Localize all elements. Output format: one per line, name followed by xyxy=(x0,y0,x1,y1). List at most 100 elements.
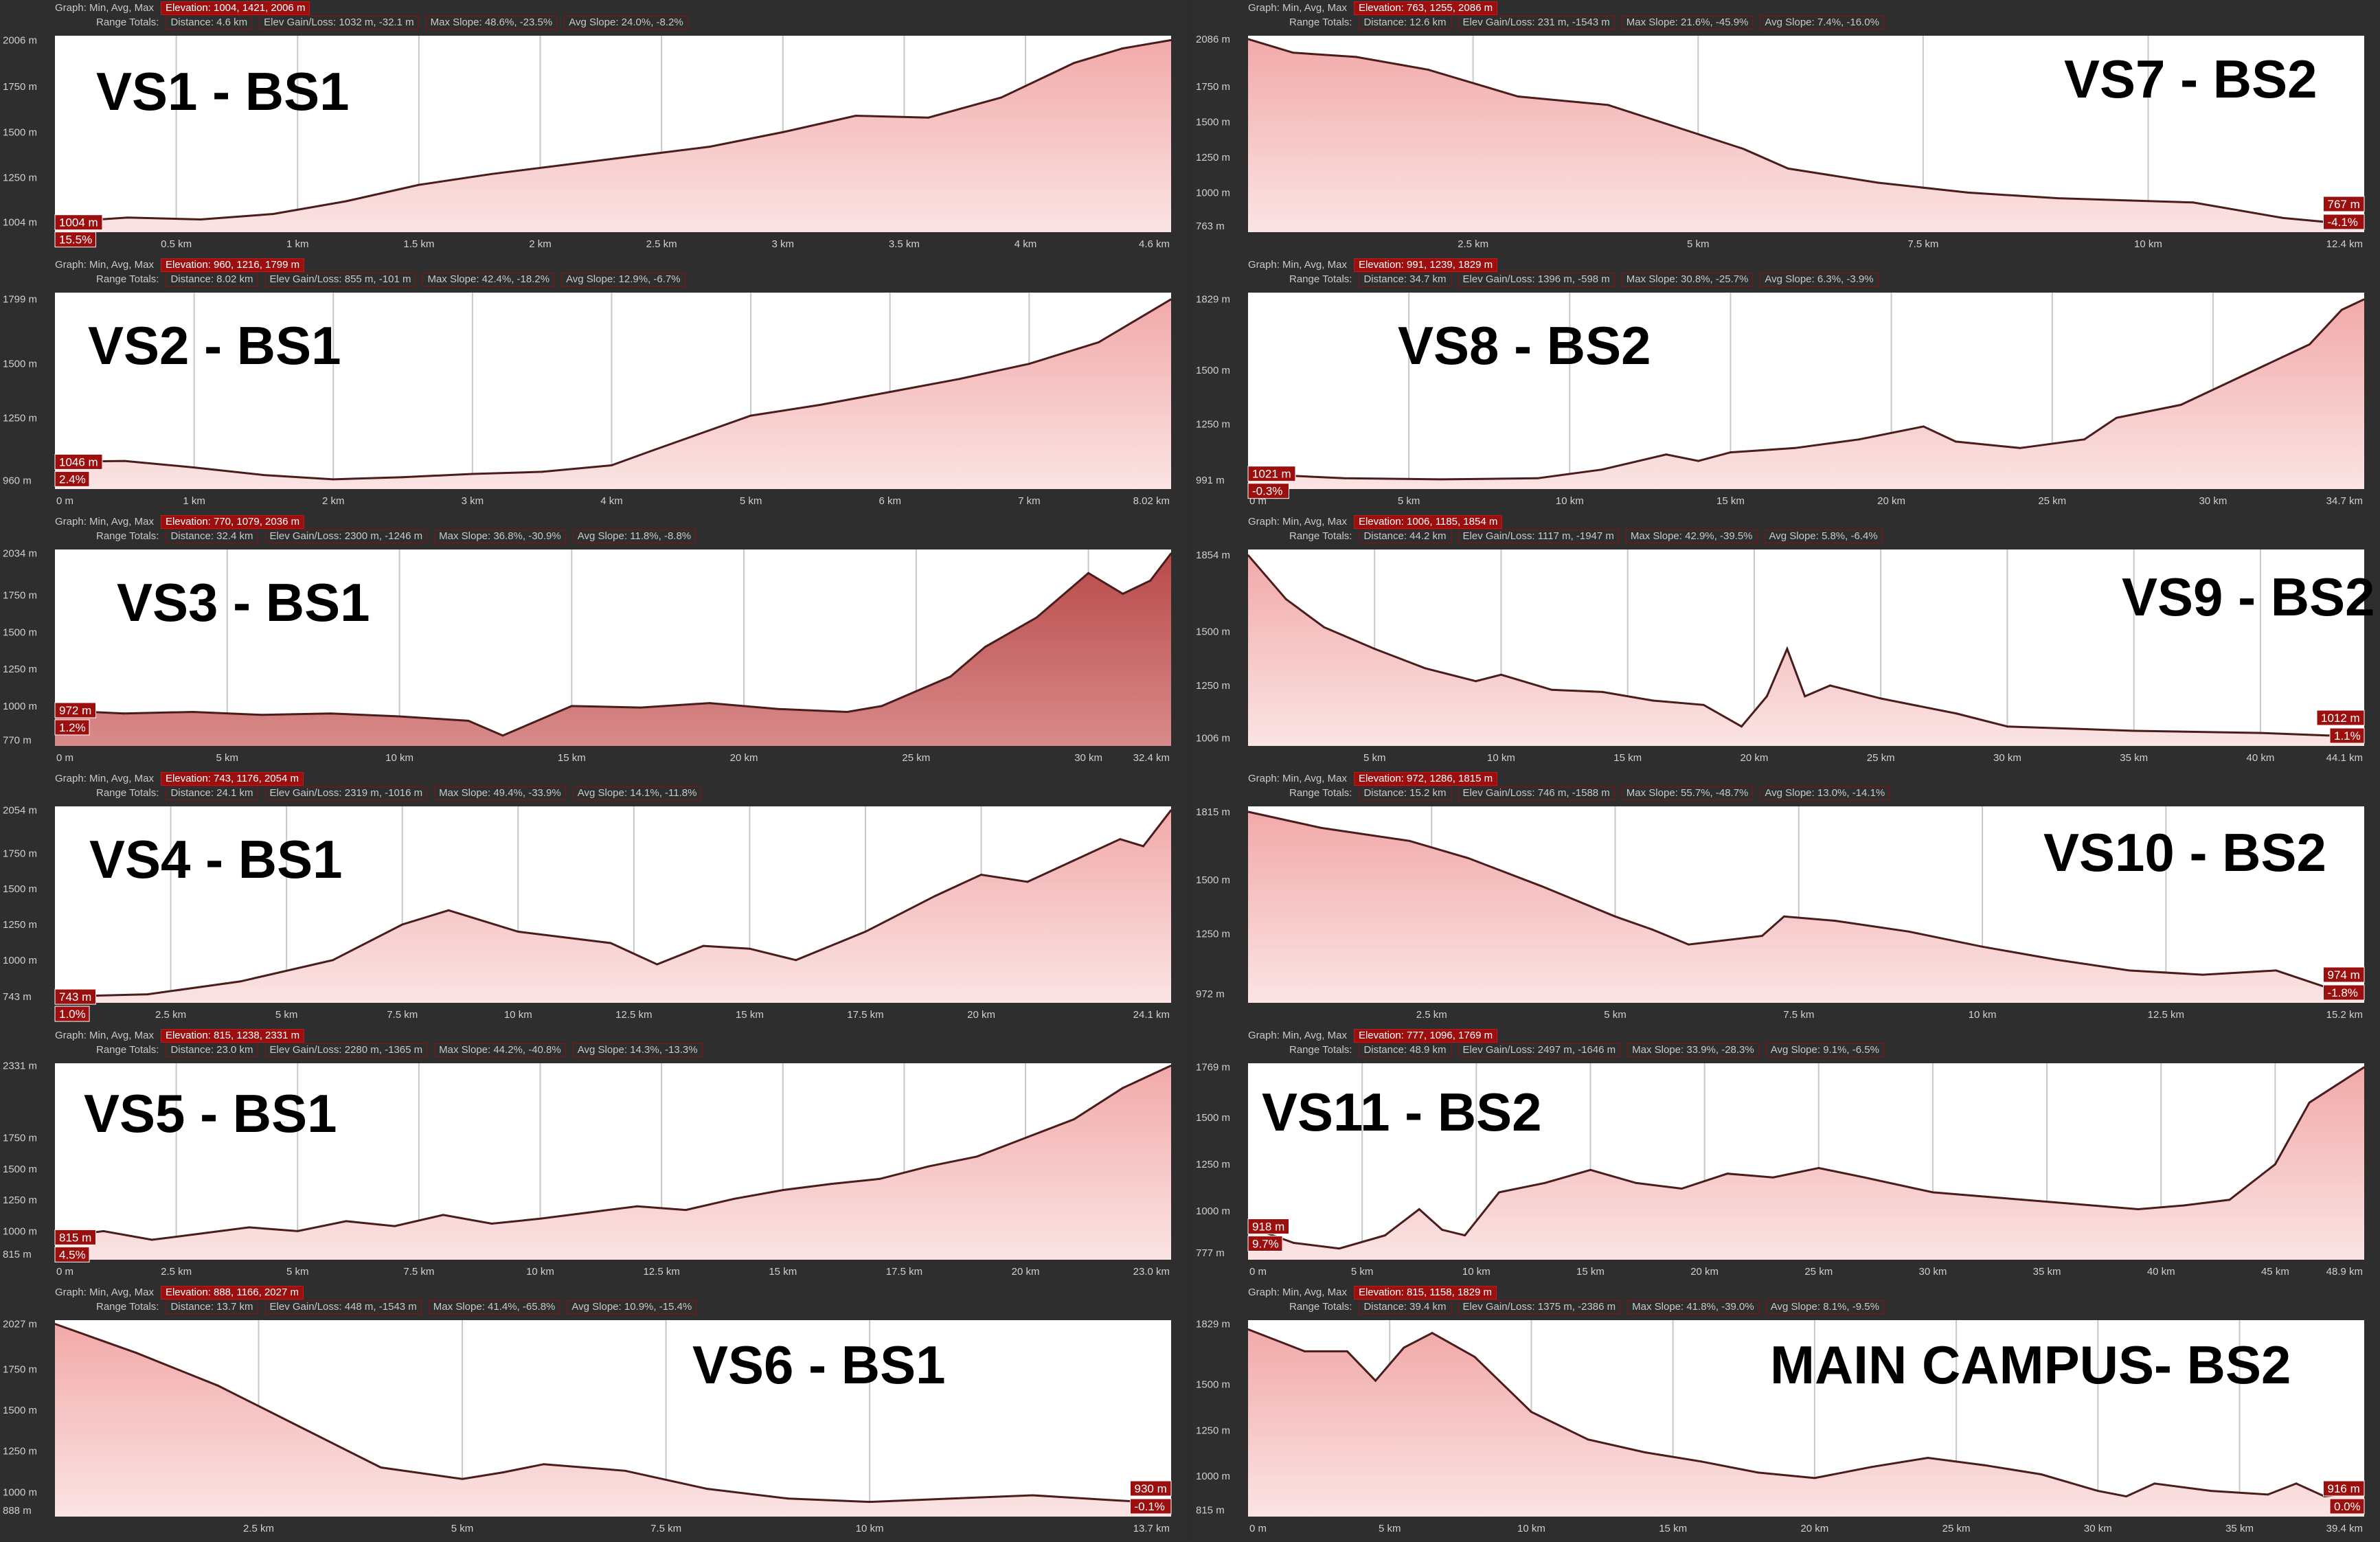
elevation-point xyxy=(1000,96,1003,99)
y-tick-label: 1769 m xyxy=(1196,1062,1230,1074)
elevation-point xyxy=(402,476,405,479)
graph-mode-label: Graph: Min, Avg, Max xyxy=(55,1286,154,1298)
distance-stat: Distance: 32.4 km xyxy=(166,530,258,543)
range-totals-label: Range Totals: xyxy=(96,787,159,799)
end-elevation-badge-box xyxy=(2323,196,2365,212)
elevation-point xyxy=(1284,598,1287,600)
x-tick-label: 25 km xyxy=(2038,495,2066,507)
end-elevation-badge: 930 m xyxy=(1135,1482,1167,1495)
x-tick-label: 2.5 km xyxy=(1416,1009,1447,1021)
x-tick-label: 35 km xyxy=(2225,1523,2254,1534)
y-tick-label: 1250 m xyxy=(3,919,37,931)
elevation-point xyxy=(1931,1191,1934,1194)
elevation-point xyxy=(1403,1346,1405,1349)
elevation-line xyxy=(54,809,1172,998)
y-tick-label: 1500 m xyxy=(3,126,37,138)
elevation-point xyxy=(1098,341,1100,343)
elevation-point xyxy=(123,460,126,462)
header-line-graph: Graph: Min, Avg, Max Elevation: 960, 1216… xyxy=(55,258,311,272)
max-slope-stat: Max Slope: 41.4%, -65.8% xyxy=(428,1300,560,1314)
range-totals-label: Range Totals: xyxy=(1289,1301,1352,1313)
chart-title: MAIN CAMPUS- BS2 xyxy=(1770,1335,2291,1395)
elevation-point xyxy=(1475,680,1477,683)
elev-gain-loss-stat: Elev Gain/Loss: 1032 m, -32.1 m xyxy=(259,16,419,30)
elevation-area xyxy=(55,1324,1171,1517)
elevation-point xyxy=(881,705,883,707)
elevation-point xyxy=(787,1497,790,1500)
elevation-panel-main: Graph: Min, Avg, Max Elevation: 815, 1158… xyxy=(1193,1284,2380,1541)
x-tick-label: 10 km xyxy=(1462,1266,1491,1278)
elevation-point xyxy=(2282,216,2285,219)
elevation-point xyxy=(1170,552,1172,555)
elevation-point xyxy=(122,712,125,715)
elevation-point xyxy=(2275,969,2278,972)
elevation-area xyxy=(1248,811,2364,1003)
elevation-point xyxy=(2115,416,2118,419)
elevation-point xyxy=(2083,438,2086,441)
elevation-point xyxy=(1742,148,1745,150)
start-elevation-badge-box xyxy=(54,453,103,470)
chart-title: VS8 - BS2 xyxy=(1398,315,1651,376)
x-tick-label: 3 km xyxy=(772,238,795,250)
end-elevation-badge: 916 m xyxy=(2328,1482,2360,1495)
elevation-point xyxy=(1829,684,1832,687)
y-tick-label: 1500 m xyxy=(1196,1112,1230,1124)
elevation-point xyxy=(447,909,450,911)
max-slope-stat: Max Slope: 44.2%, -40.8% xyxy=(434,1043,566,1057)
start-elevation-badge: 1004 m xyxy=(59,216,98,229)
y-tick-label: 2027 m xyxy=(3,1318,37,1330)
elevation-point xyxy=(1760,935,1763,938)
elevation-panel-vs8: Graph: Min, Avg, Max Elevation: 991, 1239… xyxy=(1193,257,2380,514)
y-tick-label: 1250 m xyxy=(1196,1159,1230,1170)
elevation-point xyxy=(1247,554,1249,556)
elevation-point xyxy=(1907,930,1910,933)
graph-mode-label: Graph: Min, Avg, Max xyxy=(1248,2,1347,14)
end-grade-badge: 0.0% xyxy=(2334,1500,2361,1513)
end-elevation-badge-box xyxy=(2316,710,2365,726)
panel-header: Graph: Min, Avg, Max Elevation: 815, 1158… xyxy=(1193,1284,2380,1315)
elevation-point xyxy=(563,163,566,166)
panel-header: Graph: Min, Avg, Max Elevation: 960, 1216… xyxy=(0,257,1187,287)
elevation-point xyxy=(150,1238,153,1241)
x-tick-label: 15.2 km xyxy=(2326,1009,2363,1021)
elevation-point xyxy=(2179,403,2182,406)
y-tick-label: 1500 m xyxy=(3,626,37,638)
elevation-point xyxy=(1440,1228,1443,1231)
elevation-point xyxy=(1981,945,1984,948)
elevation-point xyxy=(298,1425,301,1428)
elevation-point xyxy=(639,706,642,709)
end-elevation-badge-box xyxy=(2323,1480,2365,1497)
elevation-point xyxy=(2096,1490,2099,1493)
start-grade-badge-box xyxy=(54,231,96,248)
elevation-point xyxy=(1834,920,1837,922)
elevation-point xyxy=(984,646,986,648)
range-totals-label: Range Totals: xyxy=(1289,16,1352,28)
x-tick-label: 12.4 km xyxy=(2326,238,2363,250)
elevation-point xyxy=(1374,1379,1377,1382)
range-totals-label: Range Totals: xyxy=(96,1044,159,1056)
elevation-line xyxy=(1247,298,2365,481)
elevation-point xyxy=(1587,1438,1589,1441)
elevation-point xyxy=(980,873,983,876)
elevation-point xyxy=(1680,1187,1683,1190)
header-line-totals: Range Totals: Distance: 4.6 km Elev Gain/L… xyxy=(96,16,695,30)
end-grade-badge: 1.1% xyxy=(2334,729,2361,742)
x-tick-label: 0 m xyxy=(1249,1266,1267,1278)
elevation-point xyxy=(345,200,348,203)
elevation-point xyxy=(1424,667,1427,670)
start-grade-badge-box xyxy=(54,719,90,736)
elevation-line xyxy=(54,1323,1172,1505)
y-tick-label: 1829 m xyxy=(1196,1319,1230,1330)
y-tick-label: 1799 m xyxy=(3,294,37,306)
start-elevation-badge-box xyxy=(54,214,103,231)
avg-slope-stat: Avg Slope: 10.9%, -15.4% xyxy=(567,1300,697,1314)
avg-slope-stat: Avg Slope: 8.1%, -9.5% xyxy=(1765,1300,1884,1314)
x-tick-label: 1 km xyxy=(286,238,309,250)
x-tick-label: 2.5 km xyxy=(155,1009,186,1021)
elevation-stats: Elevation: 815, 1158, 1829 m xyxy=(1353,1286,1497,1300)
elevation-point xyxy=(248,1226,251,1229)
elevation-point xyxy=(1601,690,1604,693)
y-tick-label: 1500 m xyxy=(3,359,37,370)
x-tick-label: 15 km xyxy=(1659,1523,1687,1534)
